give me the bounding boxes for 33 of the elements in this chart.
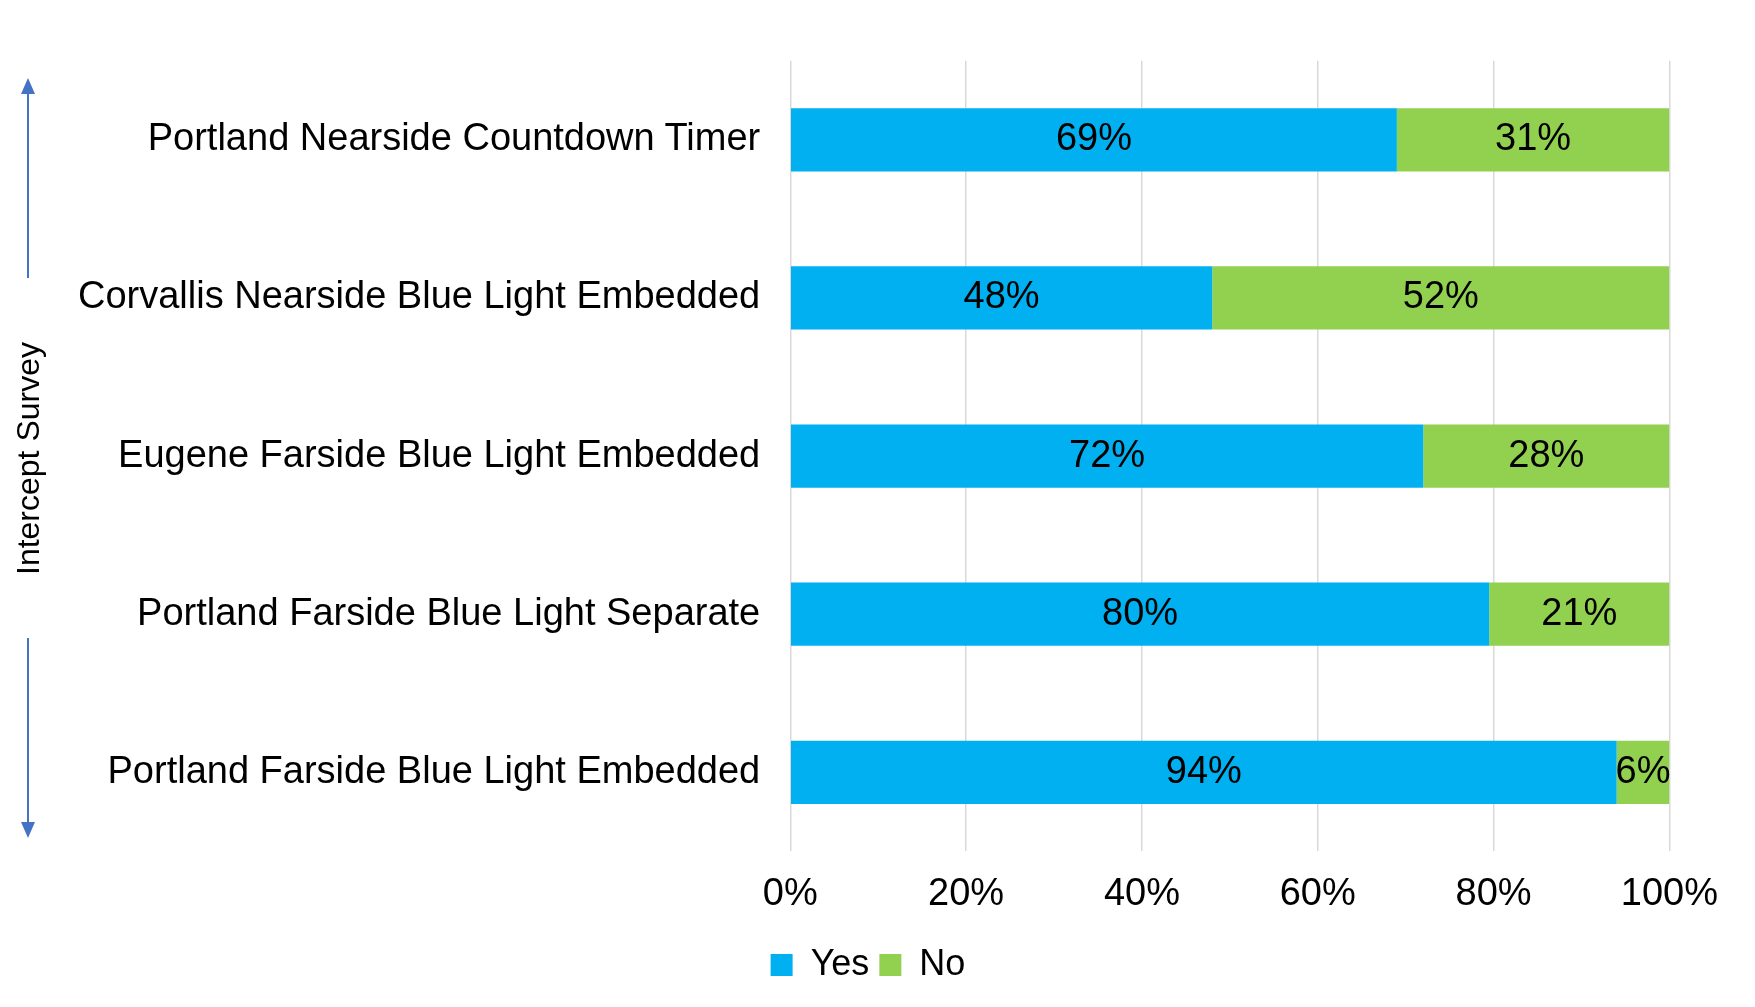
data-label: 80% xyxy=(1102,590,1179,633)
bar xyxy=(791,424,1424,488)
y-tick-label: Portland Nearside Countdown Timer xyxy=(147,116,761,159)
bar xyxy=(791,582,1490,646)
bar xyxy=(791,740,1617,804)
data-label: 21% xyxy=(1541,590,1618,633)
y-tick-label: Eugene Farside Blue Light Embedded xyxy=(118,432,761,475)
bar xyxy=(791,108,1397,172)
data-label: 94% xyxy=(1165,748,1242,791)
y-tick-label: Portland Farside Blue Light Separate xyxy=(137,590,761,633)
data-label: 48% xyxy=(963,274,1040,317)
bar xyxy=(1396,108,1670,172)
x-tick-label: 20% xyxy=(928,870,1005,913)
y-tick-label: Portland Farside Blue Light Embedded xyxy=(107,748,761,791)
y-axis-title: Intercept Survey xyxy=(9,341,47,575)
bar xyxy=(1489,582,1670,646)
data-label: 69% xyxy=(1055,116,1132,159)
bar xyxy=(791,266,1213,330)
y-tick-label: Corvallis Nearside Blue Light Embedded xyxy=(77,274,761,317)
data-label: 28% xyxy=(1508,432,1585,475)
bar xyxy=(1423,424,1670,488)
legend-label: Yes xyxy=(810,941,870,983)
x-tick-label: 0% xyxy=(762,870,818,913)
data-label: 31% xyxy=(1495,116,1572,159)
x-tick-label: 100% xyxy=(1620,870,1719,913)
x-tick-label: 80% xyxy=(1455,870,1532,913)
data-label: 6% xyxy=(1615,748,1671,791)
x-tick-label: 60% xyxy=(1279,870,1356,913)
data-label: 52% xyxy=(1402,274,1479,317)
x-tick-label: 40% xyxy=(1103,870,1180,913)
data-label: 72% xyxy=(1069,432,1146,475)
legend-label: No xyxy=(919,941,966,983)
bar xyxy=(1212,266,1670,330)
